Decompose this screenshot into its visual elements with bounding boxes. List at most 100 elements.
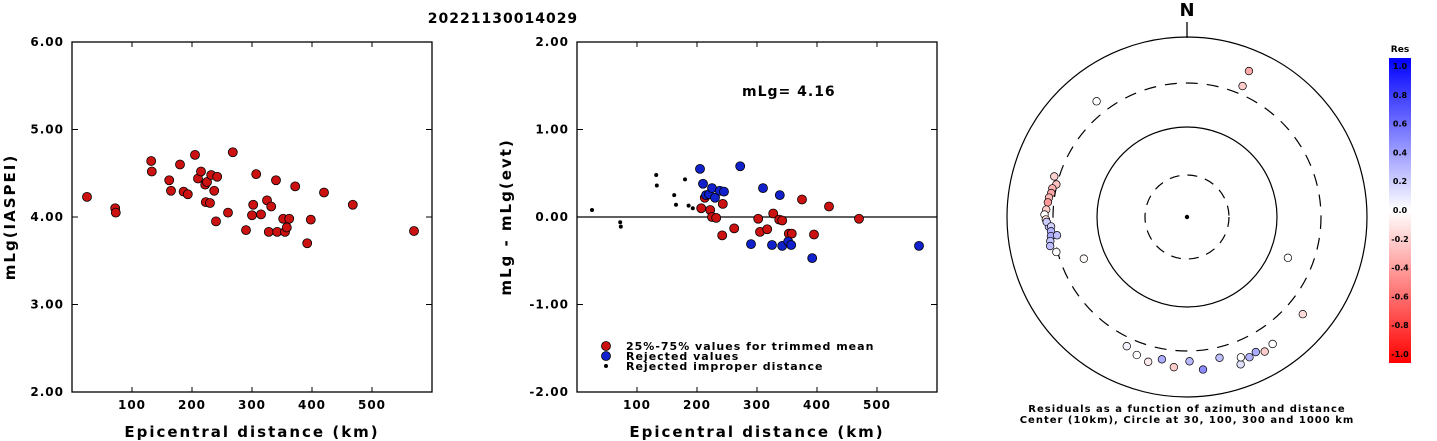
colorbar-title: Res (1391, 45, 1409, 55)
middle-xtick-label: 100 (623, 398, 651, 412)
middle-data-point-improper (674, 202, 678, 207)
polar-caption-1: Residuals as a function of azimuth and d… (1028, 404, 1345, 415)
left-data-point (290, 181, 301, 192)
colorbar-tick-label: 0.4 (1393, 148, 1408, 157)
colorbar-tick-label: -0.6 (1391, 292, 1409, 301)
middle-data-point-red (717, 230, 728, 241)
left-data-point (251, 169, 262, 180)
middle-ylabel: mLg - mLg(evt) (497, 138, 515, 295)
polar-points (1040, 66, 1307, 374)
middle-xtick-label: 200 (683, 398, 711, 412)
middle-ytick-label: 2.00 (535, 35, 569, 49)
panel-residual: 100 200 300 400 500 -2.00 -1.00 0.00 1.00 2.00 mL… (497, 35, 938, 441)
left-data-point (271, 175, 281, 186)
middle-data-point-blue (914, 240, 924, 251)
middle-data-point-red (753, 213, 764, 224)
left-data-point (146, 156, 157, 166)
colorbar-tick-label: 1.0 (1393, 62, 1408, 71)
colorbar-ticks: 1.0 0.8 0.6 0.4 0.2 0.0 -0.2 -0.4 -0.6 -0.8 -1.0 (1391, 62, 1409, 359)
polar-data-point (1050, 172, 1059, 181)
polar-data-point (1132, 350, 1141, 360)
left-data-point (212, 171, 223, 182)
middle-data-point-improper (686, 203, 691, 208)
left-data-point (247, 210, 257, 221)
polar-data-point (1215, 353, 1224, 362)
middle-data-point-blue (786, 240, 797, 250)
polar-data-point (1092, 97, 1101, 106)
left-data-point (266, 201, 277, 212)
colorbar-tick-label: 0.2 (1393, 177, 1407, 186)
middle-xtick-label: 300 (743, 398, 771, 412)
left-data-point (182, 189, 193, 200)
middle-data-point-improper (590, 208, 594, 212)
colorbar: Res 1.0 0.8 0.6 0.4 0.2 0.0 -0.2 -0.4 -0.6 -0.8 -1… (1389, 45, 1411, 363)
legend-marker-blue (601, 351, 611, 361)
middle-data-point-improper (618, 224, 623, 229)
middle-data-point-red (729, 223, 740, 234)
polar-data-point (1185, 357, 1194, 366)
middle-data-point-blue (698, 178, 708, 189)
polar-caption-2: Center (10km), Circle at 30, 100, 300 an… (1020, 415, 1355, 426)
legend-label-rejected: Rejected values (626, 350, 739, 363)
polar-data-point (1260, 347, 1269, 356)
left-axis-ticks: 100 200 300 400 500 2.00 3.00 4.00 5.00 6.00 (30, 35, 432, 412)
middle-data-point-blue (719, 186, 729, 197)
left-xtick-label: 400 (298, 398, 326, 412)
polar-data-point (1238, 81, 1247, 91)
panel-mlg-iaspei: 100 200 300 400 500 2.00 3.00 4.00 5.00 6.00 Epic… (1, 35, 433, 441)
polar-data-point (1157, 355, 1167, 364)
colorbar-tick-label: -0.8 (1391, 321, 1409, 330)
left-data-point (256, 209, 266, 220)
middle-data-point-red (717, 198, 728, 209)
middle-data-point-improper (618, 220, 623, 225)
polar-data-point (1251, 347, 1260, 357)
colorbar-tick-label: 0.8 (1393, 91, 1408, 100)
middle-data-point-blue (695, 163, 705, 174)
left-data-point (190, 149, 200, 160)
middle-scatter-points (590, 161, 924, 264)
left-data-point (248, 199, 259, 210)
colorbar-tick-label: -0.4 (1391, 264, 1409, 273)
polar-data-point (1052, 247, 1061, 257)
left-ytick-label: 3.00 (30, 298, 64, 312)
left-data-point (223, 207, 233, 218)
polar-data-point (1298, 310, 1307, 319)
figure-title: 20221130014029 (428, 11, 578, 27)
left-data-point (347, 199, 358, 210)
left-data-point (110, 207, 121, 218)
legend-marker-black (604, 364, 608, 368)
left-scatter-points (82, 147, 419, 249)
middle-ytick-label: -2.00 (529, 385, 569, 399)
middle-data-point-blue (807, 253, 818, 264)
panel-polar: N Residuals as a function of azimuth and… (1006, 0, 1368, 426)
left-data-point (146, 166, 157, 177)
middle-data-point-red (786, 228, 797, 239)
middle-data-point-improper (690, 206, 695, 211)
middle-axis-ticks: 100 200 300 400 500 -2.00 -1.00 0.00 1.00 2.00 (529, 35, 937, 412)
middle-data-point-blue (746, 239, 756, 250)
left-data-point (211, 216, 221, 227)
polar-data-point (1122, 342, 1131, 351)
middle-data-point-red (777, 215, 788, 226)
ring-30km (1144, 174, 1230, 260)
middle-data-point-blue (767, 240, 777, 250)
left-xlabel: Epicentral distance (km) (124, 423, 379, 441)
mlg-annotation: mLg= 4.16 (742, 84, 836, 100)
middle-data-point-red (809, 229, 819, 240)
colorbar-tick-label: -0.2 (1391, 235, 1409, 244)
left-xtick-label: 100 (118, 398, 146, 412)
left-ytick-label: 2.00 (30, 385, 64, 399)
middle-data-point-improper (654, 183, 659, 188)
colorbar-tick-label: 0.6 (1393, 120, 1408, 129)
colorbar-tick-label: 0.0 (1393, 206, 1408, 215)
left-data-point (281, 222, 292, 233)
north-label: N (1179, 0, 1194, 21)
left-data-point (319, 187, 329, 198)
left-xtick-label: 500 (358, 398, 386, 412)
middle-ytick-label: -1.00 (529, 298, 569, 312)
polar-data-point (1268, 339, 1277, 349)
middle-ytick-label: 0.00 (535, 210, 569, 224)
middle-data-point-improper (683, 177, 687, 182)
ring-100km (1096, 126, 1278, 308)
